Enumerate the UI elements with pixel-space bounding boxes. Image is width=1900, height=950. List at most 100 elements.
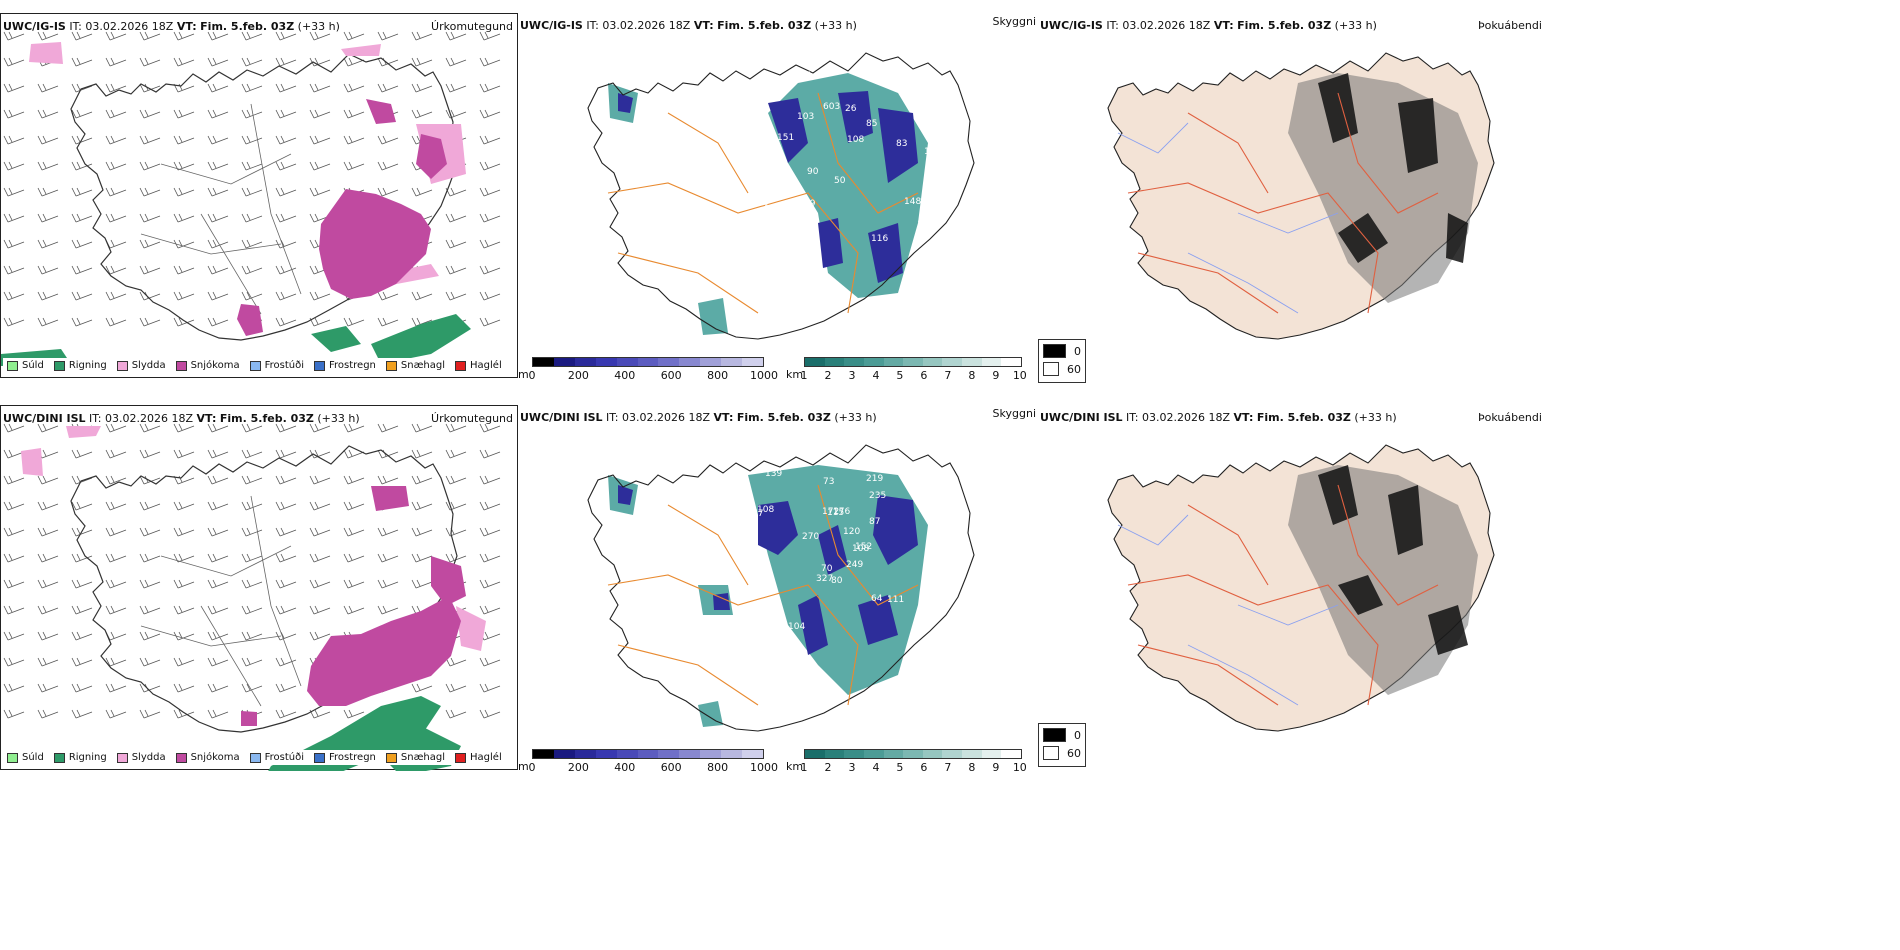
visibility-value: 115 <box>827 508 844 518</box>
wind-barbs <box>3 31 501 327</box>
visibility-value: 146 <box>745 653 762 663</box>
fog-panel: UWC/DINI ISL IT: 03.02.2026 18Z VT: Fim.… <box>1038 405 1900 775</box>
visibility-value: 235 <box>869 491 886 501</box>
visibility-value: 164 <box>928 217 945 227</box>
legend-swatch <box>314 752 325 763</box>
visibility-value: 85 <box>866 119 877 129</box>
roads <box>140 103 302 315</box>
precip-panel: UWC/DINI ISL IT: 03.02.2026 18Z VT: Fim.… <box>0 405 518 771</box>
visibility-value: 43 <box>786 184 797 194</box>
legend-item: Súld <box>7 752 44 763</box>
fog-panel: UWC/IG-IS IT: 03.02.2026 18Z VT: Fim. 5.… <box>1038 13 1900 383</box>
snow-area <box>241 486 466 726</box>
legend-item: Slydda <box>116 752 166 763</box>
visibility-value: 261 <box>929 498 946 508</box>
fog-map <box>1107 52 1495 340</box>
panel-title: UWC/IG-IS IT: 03.02.2026 18Z VT: Fim. 5.… <box>1040 19 1377 32</box>
visibility-value: 116 <box>917 220 934 230</box>
visibility-value: 43 <box>742 265 753 275</box>
visibility-value: 42 <box>929 526 940 536</box>
visibility-value: 50 <box>834 176 846 186</box>
visibility-value: 96 <box>875 70 887 80</box>
visibility-label: Skyggni <box>992 407 1036 420</box>
legend-item: Frostúði <box>249 752 304 763</box>
legend-item: Súld <box>7 360 44 371</box>
legend-item: Snæhagl <box>385 752 445 763</box>
legend-item: Haglél <box>455 752 502 763</box>
visibility-low-area <box>618 91 918 283</box>
panel-title: UWC/IG-IS IT: 03.02.2026 18Z VT: Fim. 5.… <box>520 19 857 32</box>
legend-swatch <box>116 752 128 763</box>
coastline <box>70 53 458 341</box>
fog-legend-item: 60 <box>1043 362 1081 376</box>
legend-swatch <box>175 752 187 763</box>
fog-index-label: Þokuábendi <box>1478 19 1542 32</box>
precip-type-label: Úrkomutegund <box>431 412 513 425</box>
panel-title: UWC/DINI ISL IT: 03.02.2026 18Z VT: Fim.… <box>1040 411 1397 424</box>
visibility-panel: 80 77 70 88 108 104 219 176 235 249 139 60 87 261 327 8… <box>518 405 1038 775</box>
legend-item: Frostúði <box>249 360 304 371</box>
panel-title: UWC/DINI ISL IT: 03.02.2026 18Z VT: Fim.… <box>3 412 360 425</box>
visibility-value: 108 <box>852 544 869 554</box>
visibility-value: 172 <box>822 507 839 517</box>
legend-item: Snjókoma <box>175 752 240 763</box>
visibility-value: 116 <box>871 234 888 244</box>
precip-map <box>3 423 501 771</box>
visibility-value: 83 <box>930 156 941 166</box>
visibility-low-area <box>618 485 918 655</box>
visibility-value: 227 <box>891 72 908 82</box>
fog-index-label: Þokuábendi <box>1478 411 1542 424</box>
roads <box>607 92 919 314</box>
precip-panel: UWC/IG-IS IT: 03.02.2026 18Z VT: Fim. 5.… <box>0 13 518 378</box>
visibility-value: 64 <box>871 594 883 604</box>
roads <box>607 484 919 706</box>
visibility-value: 89 <box>804 199 816 209</box>
visibility-value: 176 <box>833 507 850 517</box>
legend-item: Haglél <box>455 360 502 371</box>
rivers <box>1117 122 1339 314</box>
coastline <box>587 52 975 340</box>
panel-title: UWC/DINI ISL IT: 03.02.2026 18Z VT: Fim.… <box>520 411 877 424</box>
legend-item: Frostregn <box>314 752 376 763</box>
visibility-value: 148 <box>904 197 921 207</box>
panel-title: UWC/IG-IS IT: 03.02.2026 18Z VT: Fim. 5.… <box>3 20 340 33</box>
fog-legend: 0 60 <box>1038 339 1086 383</box>
visibility-value: 327 <box>816 574 833 584</box>
precip-type-label: Úrkomutegund <box>431 20 513 33</box>
visibility-value: 219 <box>866 474 883 484</box>
visibility-value: 215 <box>794 71 811 81</box>
visibility-value: 73 <box>823 477 834 487</box>
visibility-value: 56 <box>765 251 777 261</box>
visibility-value: 26 <box>845 104 857 114</box>
visibility-value: 76 <box>738 545 750 555</box>
legend-swatch <box>53 752 65 763</box>
visibility-value: 104 <box>788 622 805 632</box>
visibility-value: 603 <box>823 102 840 112</box>
legend-swatch <box>7 752 18 763</box>
visibility-value: 165 <box>764 665 781 675</box>
roads <box>140 495 302 707</box>
visibility-mid-area <box>608 465 928 727</box>
roads <box>1127 484 1439 706</box>
legend-item: Snjókoma <box>175 360 240 371</box>
visibility-scale: km 1 2 3 4 5 6 7 8 9 10 <box>786 749 1027 781</box>
visibility-value: 159 <box>764 204 781 214</box>
visibility-value: 111 <box>887 595 904 605</box>
visibility-value: 151 <box>777 133 794 143</box>
legend-swatch <box>385 752 397 763</box>
fog-legend-item: 60 <box>1043 746 1081 760</box>
legend-swatch <box>116 360 128 371</box>
visibility-value: 115 <box>750 219 767 229</box>
fog-legend-item: 0 <box>1043 344 1081 358</box>
visibility-value: 152 <box>855 542 872 552</box>
visibility-panel: 103 110 85 83 90 164 89 96 116 43 151 148 83 85 115 50 4… <box>518 13 1038 383</box>
visibility-value: 270 <box>802 532 819 542</box>
visibility-value: 80 <box>831 576 843 586</box>
visibility-value: 182 <box>925 257 942 267</box>
visibility-value: 110 <box>924 147 941 157</box>
visibility-value: 83 <box>896 139 907 149</box>
fog-dark-area <box>1318 73 1468 263</box>
legend-item: Rigning <box>53 360 107 371</box>
visibility-map: 80 77 70 88 108 104 219 176 235 249 139 60 87 261 327 8… <box>587 444 975 732</box>
visibility-map: 103 110 85 83 90 164 89 96 116 43 151 148 83 85 115 50 4… <box>587 52 975 340</box>
